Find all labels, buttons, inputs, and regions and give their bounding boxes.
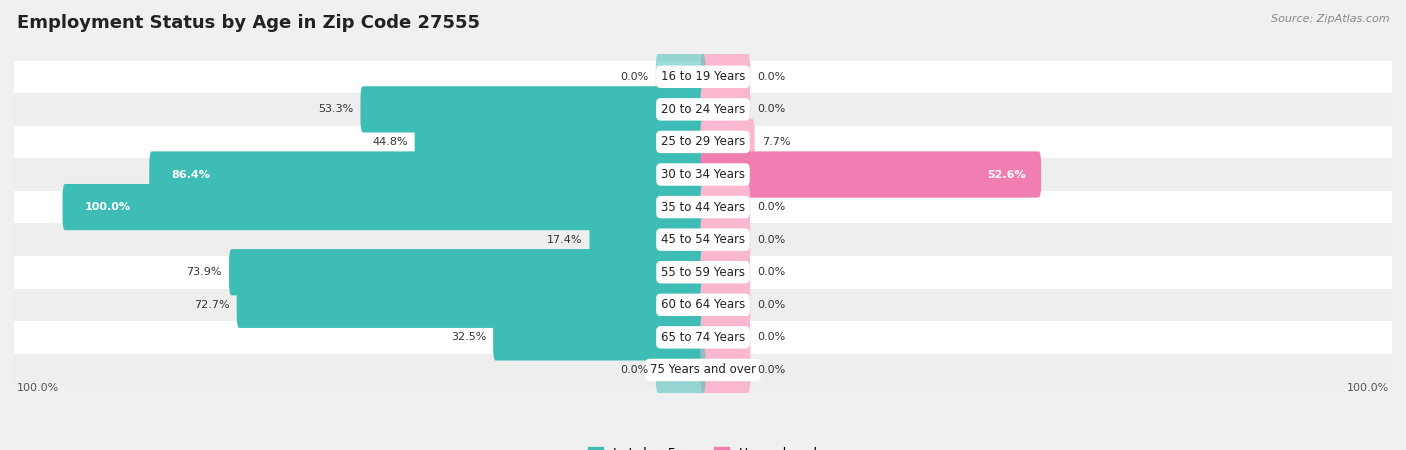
FancyBboxPatch shape: [700, 282, 751, 328]
FancyBboxPatch shape: [700, 347, 751, 393]
FancyBboxPatch shape: [589, 216, 706, 263]
Bar: [14, 256, 1392, 288]
FancyBboxPatch shape: [236, 282, 706, 328]
Text: 55 to 59 Years: 55 to 59 Years: [661, 266, 745, 279]
Text: 45 to 54 Years: 45 to 54 Years: [661, 233, 745, 246]
FancyBboxPatch shape: [700, 184, 751, 230]
FancyBboxPatch shape: [700, 249, 751, 295]
FancyBboxPatch shape: [655, 347, 706, 393]
Text: 73.9%: 73.9%: [187, 267, 222, 277]
Text: 0.0%: 0.0%: [758, 72, 786, 82]
Text: 0.0%: 0.0%: [758, 234, 786, 245]
FancyBboxPatch shape: [700, 216, 751, 263]
Text: 7.7%: 7.7%: [762, 137, 790, 147]
Text: 0.0%: 0.0%: [620, 365, 648, 375]
Text: Source: ZipAtlas.com: Source: ZipAtlas.com: [1271, 14, 1389, 23]
Text: 60 to 64 Years: 60 to 64 Years: [661, 298, 745, 311]
Text: 0.0%: 0.0%: [758, 202, 786, 212]
Text: 30 to 34 Years: 30 to 34 Years: [661, 168, 745, 181]
FancyBboxPatch shape: [415, 119, 706, 165]
FancyBboxPatch shape: [700, 86, 751, 132]
Legend: In Labor Force, Unemployed: In Labor Force, Unemployed: [583, 442, 823, 450]
FancyBboxPatch shape: [700, 151, 1040, 198]
Bar: [14, 354, 1392, 386]
Text: 0.0%: 0.0%: [758, 267, 786, 277]
FancyBboxPatch shape: [494, 314, 706, 360]
Bar: [14, 223, 1392, 256]
Text: 100.0%: 100.0%: [17, 383, 59, 393]
Text: 100.0%: 100.0%: [84, 202, 131, 212]
Text: 0.0%: 0.0%: [758, 365, 786, 375]
FancyBboxPatch shape: [655, 54, 706, 100]
Text: 0.0%: 0.0%: [758, 104, 786, 114]
Text: 0.0%: 0.0%: [758, 300, 786, 310]
Text: 53.3%: 53.3%: [318, 104, 353, 114]
Text: 72.7%: 72.7%: [194, 300, 229, 310]
FancyBboxPatch shape: [62, 184, 706, 230]
Bar: [14, 60, 1392, 93]
FancyBboxPatch shape: [360, 86, 706, 132]
Bar: [14, 321, 1392, 354]
Text: 0.0%: 0.0%: [620, 72, 648, 82]
Text: 35 to 44 Years: 35 to 44 Years: [661, 201, 745, 214]
Text: 20 to 24 Years: 20 to 24 Years: [661, 103, 745, 116]
Text: 100.0%: 100.0%: [1347, 383, 1389, 393]
Text: 44.8%: 44.8%: [373, 137, 408, 147]
Text: 65 to 74 Years: 65 to 74 Years: [661, 331, 745, 344]
Text: 86.4%: 86.4%: [172, 170, 209, 180]
Text: 32.5%: 32.5%: [451, 333, 486, 342]
Text: 25 to 29 Years: 25 to 29 Years: [661, 135, 745, 148]
FancyBboxPatch shape: [149, 151, 706, 198]
Text: 0.0%: 0.0%: [758, 333, 786, 342]
FancyBboxPatch shape: [229, 249, 706, 295]
Bar: [14, 93, 1392, 126]
FancyBboxPatch shape: [700, 314, 751, 360]
Bar: [14, 288, 1392, 321]
Text: 75 Years and over: 75 Years and over: [650, 364, 756, 377]
Bar: [14, 191, 1392, 223]
Text: 16 to 19 Years: 16 to 19 Years: [661, 70, 745, 83]
Bar: [14, 126, 1392, 158]
FancyBboxPatch shape: [700, 54, 751, 100]
FancyBboxPatch shape: [700, 119, 755, 165]
Text: 17.4%: 17.4%: [547, 234, 582, 245]
Text: 52.6%: 52.6%: [987, 170, 1026, 180]
Text: Employment Status by Age in Zip Code 27555: Employment Status by Age in Zip Code 275…: [17, 14, 479, 32]
Bar: [14, 158, 1392, 191]
